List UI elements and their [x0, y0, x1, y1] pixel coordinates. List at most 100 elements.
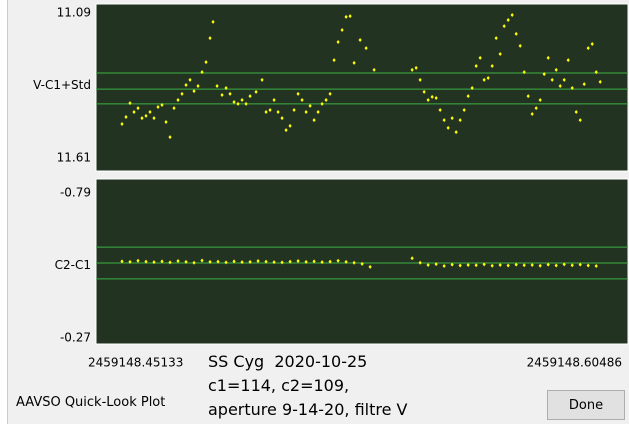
data-point	[304, 109, 308, 114]
data-point	[494, 36, 498, 41]
data-point	[220, 92, 224, 97]
data-point	[152, 260, 156, 265]
data-point	[248, 259, 252, 264]
data-point	[434, 96, 438, 101]
data-point	[368, 264, 372, 269]
data-point	[276, 109, 280, 114]
data-point	[204, 60, 208, 65]
data-point	[300, 98, 304, 102]
data-point	[478, 55, 482, 60]
data-point	[168, 135, 172, 140]
data-point	[254, 89, 258, 94]
data-point	[522, 70, 526, 75]
data-point	[248, 94, 252, 99]
data-point	[264, 259, 268, 264]
data-point	[148, 109, 152, 114]
data-point	[434, 262, 438, 267]
data-point	[530, 262, 534, 267]
data-point	[426, 262, 430, 267]
data-point	[470, 86, 474, 91]
data-point	[372, 67, 376, 72]
data-point	[168, 260, 172, 265]
data-point	[120, 259, 124, 264]
x-tick-label: 2459148.60486	[527, 356, 622, 370]
data-point	[566, 58, 570, 63]
data-point	[136, 258, 140, 263]
data-point	[304, 259, 308, 264]
data-point	[450, 116, 454, 121]
data-point	[466, 94, 470, 99]
data-point	[418, 260, 422, 265]
data-point	[586, 46, 590, 51]
data-point	[160, 259, 164, 264]
data-point	[228, 91, 232, 96]
data-point	[546, 262, 550, 267]
data-point	[466, 262, 470, 267]
data-point	[328, 259, 332, 264]
y-tick-label: -0.27	[60, 331, 91, 345]
data-point	[236, 101, 240, 106]
data-point	[562, 262, 566, 267]
data-point	[546, 55, 550, 60]
data-point	[192, 260, 196, 265]
data-point	[256, 259, 260, 264]
data-point	[180, 91, 184, 96]
data-point	[176, 259, 180, 264]
data-point	[458, 263, 462, 268]
data-point	[232, 259, 236, 264]
data-point	[594, 264, 598, 269]
data-point	[136, 106, 140, 111]
data-point	[514, 262, 518, 267]
data-point	[244, 101, 248, 106]
data-point	[550, 77, 554, 82]
data-point	[184, 259, 188, 264]
data-point	[590, 41, 594, 46]
data-point	[502, 24, 506, 29]
data-point	[598, 79, 602, 84]
data-point	[176, 98, 180, 102]
data-point	[296, 259, 300, 264]
data-point	[208, 36, 212, 41]
data-point	[200, 258, 204, 263]
data-point	[156, 104, 160, 109]
data-point	[232, 99, 236, 104]
app-label: AAVSO Quick-Look Plot	[16, 395, 166, 410]
data-point	[292, 108, 296, 113]
data-point	[224, 260, 228, 265]
data-point	[336, 40, 340, 44]
data-point	[280, 260, 284, 265]
data-point	[554, 67, 558, 72]
data-point	[490, 263, 494, 268]
data-point	[200, 70, 204, 75]
background-window	[0, 0, 8, 424]
data-point	[284, 128, 288, 133]
data-point	[426, 98, 430, 102]
data-point	[534, 106, 538, 111]
data-point	[438, 108, 442, 113]
data-point	[414, 65, 418, 70]
data-point	[570, 86, 574, 91]
y-tick-label: 11.61	[57, 151, 91, 165]
data-point	[418, 77, 422, 82]
data-point	[312, 259, 316, 264]
data-point	[486, 75, 490, 80]
data-point	[570, 263, 574, 268]
panel	[95, 178, 629, 345]
data-point	[192, 89, 196, 94]
done-button[interactable]: Done	[547, 390, 625, 420]
data-point	[272, 98, 276, 102]
data-point	[132, 109, 136, 114]
data-point	[360, 261, 364, 266]
data-point	[128, 101, 132, 106]
data-point	[498, 262, 502, 267]
data-point	[268, 108, 272, 113]
data-point	[474, 63, 478, 68]
data-point	[308, 103, 312, 108]
data-point	[344, 259, 348, 264]
data-point	[482, 77, 486, 82]
data-point	[442, 264, 446, 269]
data-point	[288, 259, 292, 264]
data-point	[364, 46, 368, 51]
